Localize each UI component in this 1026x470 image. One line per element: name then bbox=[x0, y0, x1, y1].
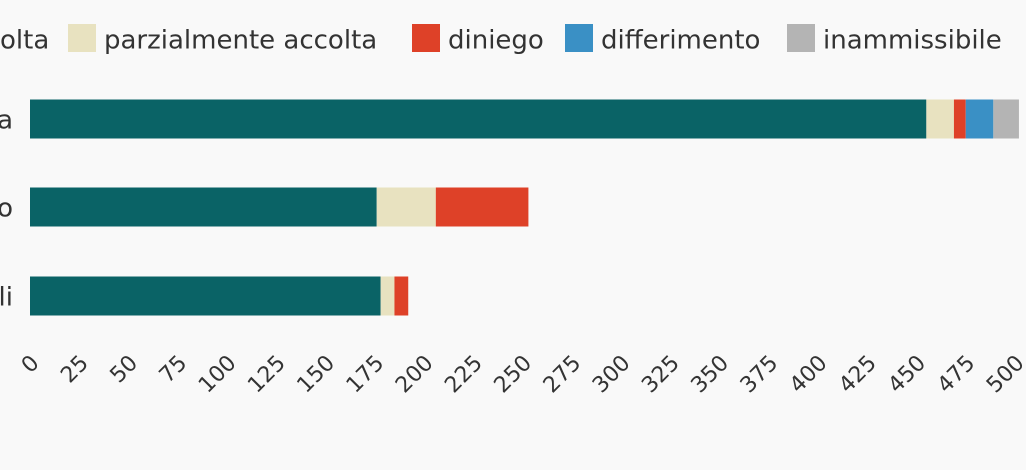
bar-segment bbox=[926, 99, 954, 139]
x-tick-label: 250 bbox=[490, 351, 537, 398]
x-tick-label: 75 bbox=[155, 351, 192, 388]
x-tick-label: 150 bbox=[293, 351, 340, 398]
bar-segment bbox=[965, 99, 994, 139]
legend-label: olta bbox=[0, 26, 49, 56]
bar-segment bbox=[435, 187, 529, 227]
x-tick-label: 100 bbox=[194, 351, 241, 398]
x-tick-label: 275 bbox=[539, 351, 586, 398]
x-tick-label: 475 bbox=[933, 351, 980, 398]
category-label: li bbox=[0, 283, 13, 313]
legend-swatch bbox=[412, 24, 440, 52]
x-tick-label: 425 bbox=[834, 351, 881, 398]
x-tick-label: 125 bbox=[243, 351, 290, 398]
x-tick-label: 175 bbox=[342, 351, 389, 398]
x-tick-label: 500 bbox=[982, 351, 1026, 398]
bar-segment bbox=[394, 276, 409, 316]
bar-segment bbox=[993, 99, 1019, 139]
x-tick-label: 375 bbox=[736, 351, 783, 398]
x-tick-label: 300 bbox=[588, 351, 635, 398]
legend-swatch bbox=[68, 24, 96, 52]
x-tick-label: 25 bbox=[56, 351, 93, 388]
bar-segment bbox=[30, 276, 381, 316]
bar-segment bbox=[30, 187, 377, 227]
legend-swatch bbox=[565, 24, 593, 52]
bar-segment bbox=[380, 276, 395, 316]
x-tick-label: 225 bbox=[440, 351, 487, 398]
legend-label: parzialmente accolta bbox=[104, 26, 377, 56]
legend-swatch bbox=[787, 24, 815, 52]
bar-segment bbox=[30, 99, 927, 139]
x-tick-label: 400 bbox=[785, 351, 832, 398]
x-tick-label: 325 bbox=[637, 351, 684, 398]
x-tick-label: 50 bbox=[106, 351, 143, 388]
category-label: o bbox=[0, 194, 13, 224]
bar-segment bbox=[953, 99, 966, 139]
legend-label: differimento bbox=[601, 26, 760, 56]
legend-label: diniego bbox=[448, 26, 544, 56]
x-tick-label: 350 bbox=[687, 351, 734, 398]
bar-segment bbox=[376, 187, 436, 227]
x-tick-label: 450 bbox=[884, 351, 931, 398]
x-tick-label: 0 bbox=[17, 351, 45, 379]
category-label: a bbox=[0, 106, 13, 136]
legend-label: inammissibile bbox=[823, 26, 1002, 56]
x-tick-label: 200 bbox=[391, 351, 438, 398]
